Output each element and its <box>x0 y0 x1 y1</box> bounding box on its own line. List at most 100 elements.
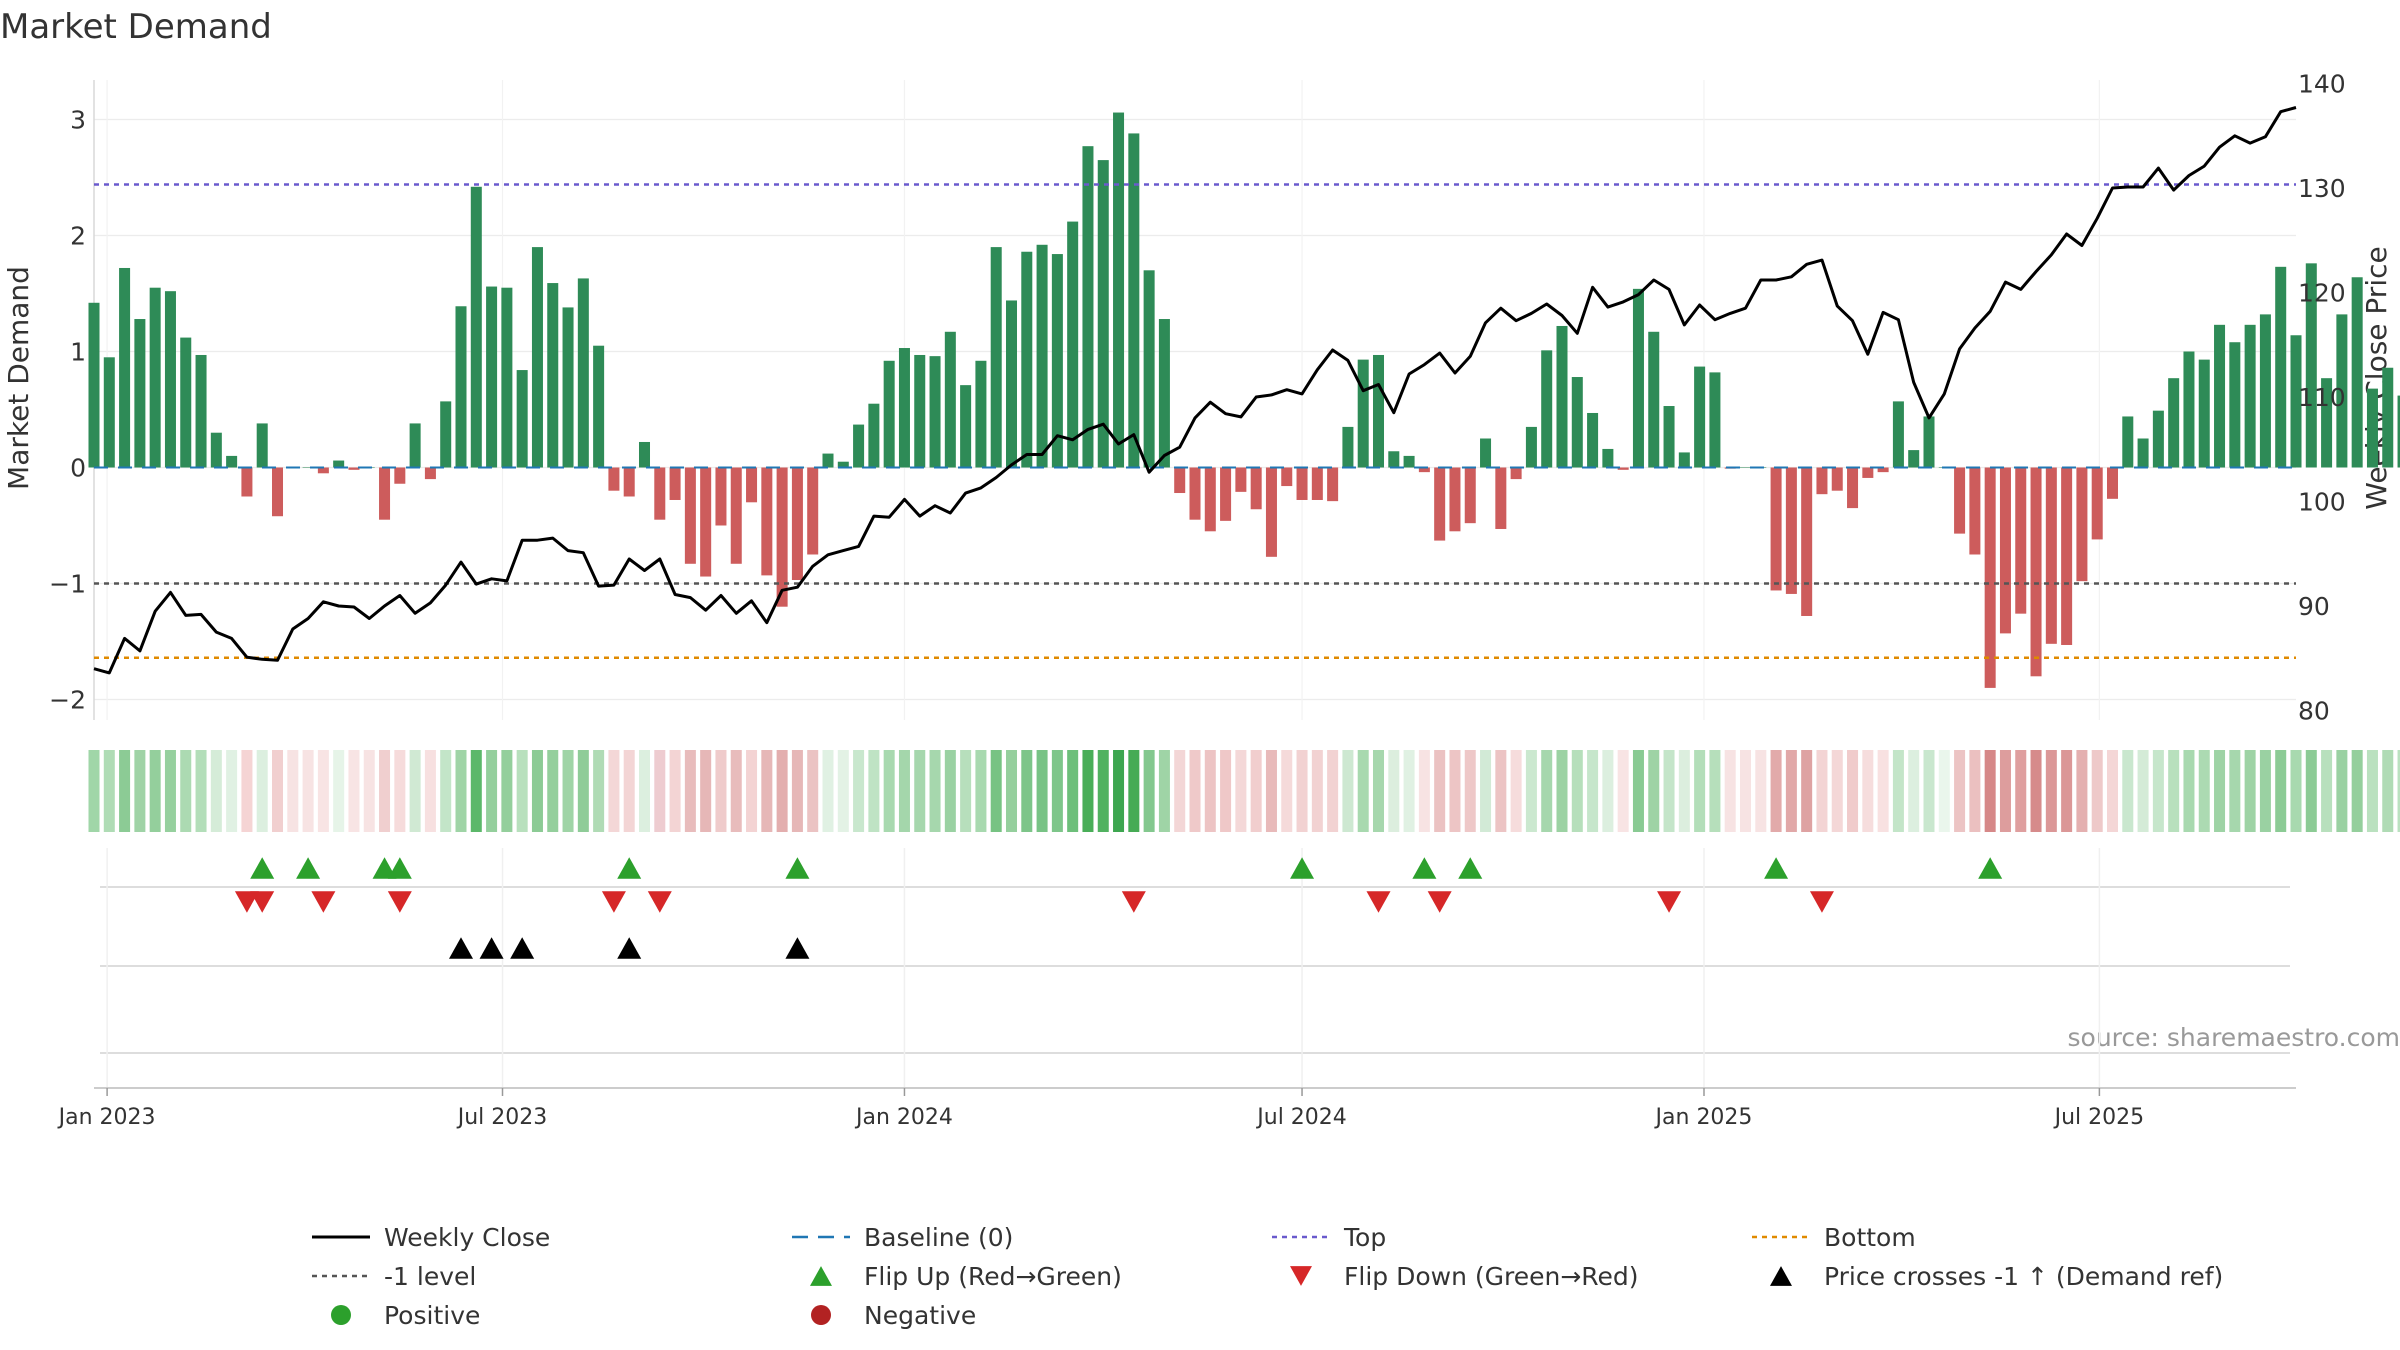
x-tick-label: Jul 2024 <box>1255 1105 1347 1130</box>
positive-bar <box>2382 367 2394 468</box>
negative-bar <box>1785 467 1797 594</box>
strip-cell <box>2321 750 2333 832</box>
strip-cell <box>1158 750 1170 832</box>
strip-cell <box>1923 750 1935 832</box>
positive-bar <box>547 283 559 468</box>
strip-cell <box>409 750 421 832</box>
strip-cell <box>990 750 1002 832</box>
x-tick-label: Jul 2025 <box>2053 1105 2145 1130</box>
y-tick-label-right: 110 <box>2298 383 2346 412</box>
positive-bar <box>1036 244 1048 468</box>
positive-bar <box>1587 412 1599 468</box>
strip-cell <box>914 750 926 832</box>
flip-down-marker <box>250 891 275 913</box>
y-tick-label-right: 90 <box>2298 592 2330 621</box>
negative-bar <box>684 467 696 564</box>
flip-up-marker <box>617 857 642 879</box>
positive-bar <box>1067 221 1079 468</box>
strip-cell <box>2045 750 2057 832</box>
strip-cell <box>2382 750 2394 832</box>
positive-bar <box>103 357 115 468</box>
positive-bar <box>1648 331 1660 468</box>
strip-cell <box>2305 750 2317 832</box>
source-text: source: sharemaestro.com <box>2068 1023 2400 1052</box>
positive-bar <box>2321 378 2333 468</box>
negative-bar <box>1877 467 1889 473</box>
positive-bar <box>1678 452 1690 468</box>
positive-bar <box>822 453 834 468</box>
strip-cell <box>807 750 819 832</box>
positive-bar <box>837 461 849 468</box>
strip-cell <box>210 750 222 832</box>
positive-bar <box>2229 342 2241 468</box>
positive-bar <box>1082 146 1094 468</box>
negative-bar <box>317 467 329 474</box>
negative-bar <box>623 467 635 497</box>
strip-cell <box>2214 750 2226 832</box>
strip-cell <box>1449 750 1461 832</box>
flip-up-marker <box>1978 857 2003 879</box>
negative-bar <box>1281 467 1293 487</box>
flip-down-marker <box>234 891 259 913</box>
positive-bar <box>1694 366 1706 468</box>
weekly-close-line <box>93 106 2297 675</box>
negative-bar <box>608 467 620 491</box>
strip-cell <box>1969 750 1981 832</box>
positive-bar <box>562 307 574 468</box>
positive-bar <box>409 423 421 468</box>
negative-bar <box>1510 467 1522 480</box>
strip-cell <box>164 750 176 832</box>
negative-bar <box>1220 467 1232 521</box>
strip-cell <box>654 750 666 832</box>
strip-cell <box>547 750 559 832</box>
strip-cell <box>1571 750 1583 832</box>
flip-down-marker <box>1427 891 1452 913</box>
flip-down-marker <box>1809 891 1834 913</box>
positive-bar <box>1403 455 1415 468</box>
strip-cell <box>256 750 268 832</box>
positive-bar <box>486 286 498 468</box>
positive-bar <box>898 348 910 468</box>
strip-cell <box>1311 750 1323 832</box>
negative-bar <box>2091 467 2103 540</box>
strip-cell <box>2168 750 2180 832</box>
strip-cell <box>470 750 482 832</box>
positive-bar <box>1158 319 1170 468</box>
strip-cell <box>2336 750 2348 832</box>
strip-cell <box>1082 750 1094 832</box>
positive-bar <box>119 267 131 468</box>
flip-up-marker <box>1290 857 1315 879</box>
strip-cell <box>562 750 574 832</box>
strip-cell <box>1709 750 1721 832</box>
strip-cell <box>180 750 192 832</box>
strip-cell <box>791 750 803 832</box>
y-tick-label-left: 1 <box>70 338 86 367</box>
positive-bar <box>302 467 314 468</box>
negative-bar <box>1250 467 1262 510</box>
negative-bar <box>1235 467 1247 492</box>
strip-cell <box>1755 750 1767 832</box>
negative-bar <box>715 467 727 526</box>
negative-bar <box>379 467 391 520</box>
negative-bar <box>1204 467 1216 532</box>
legend-swatch <box>810 1266 832 1286</box>
positive-bar <box>2214 324 2226 468</box>
positive-bar <box>501 287 513 468</box>
strip-cell <box>2366 750 2378 832</box>
flip-up-marker <box>387 857 412 879</box>
strip-cell <box>837 750 849 832</box>
legend-label: Top <box>1343 1223 1386 1252</box>
legend-label: Flip Down (Green→Red) <box>1344 1262 1639 1291</box>
positive-bar <box>1556 325 1568 468</box>
strip-cell <box>195 750 207 832</box>
positive-bar <box>1663 406 1675 468</box>
positive-bar <box>2244 324 2256 468</box>
weekly-close-path <box>93 106 2297 675</box>
negative-bar <box>348 467 360 470</box>
strip-cell <box>2152 750 2164 832</box>
negative-bar <box>2106 467 2119 499</box>
negative-bar <box>1847 467 1859 509</box>
strip-cell <box>898 750 910 832</box>
strip-cell <box>1999 750 2011 832</box>
strip-cell <box>241 750 253 832</box>
